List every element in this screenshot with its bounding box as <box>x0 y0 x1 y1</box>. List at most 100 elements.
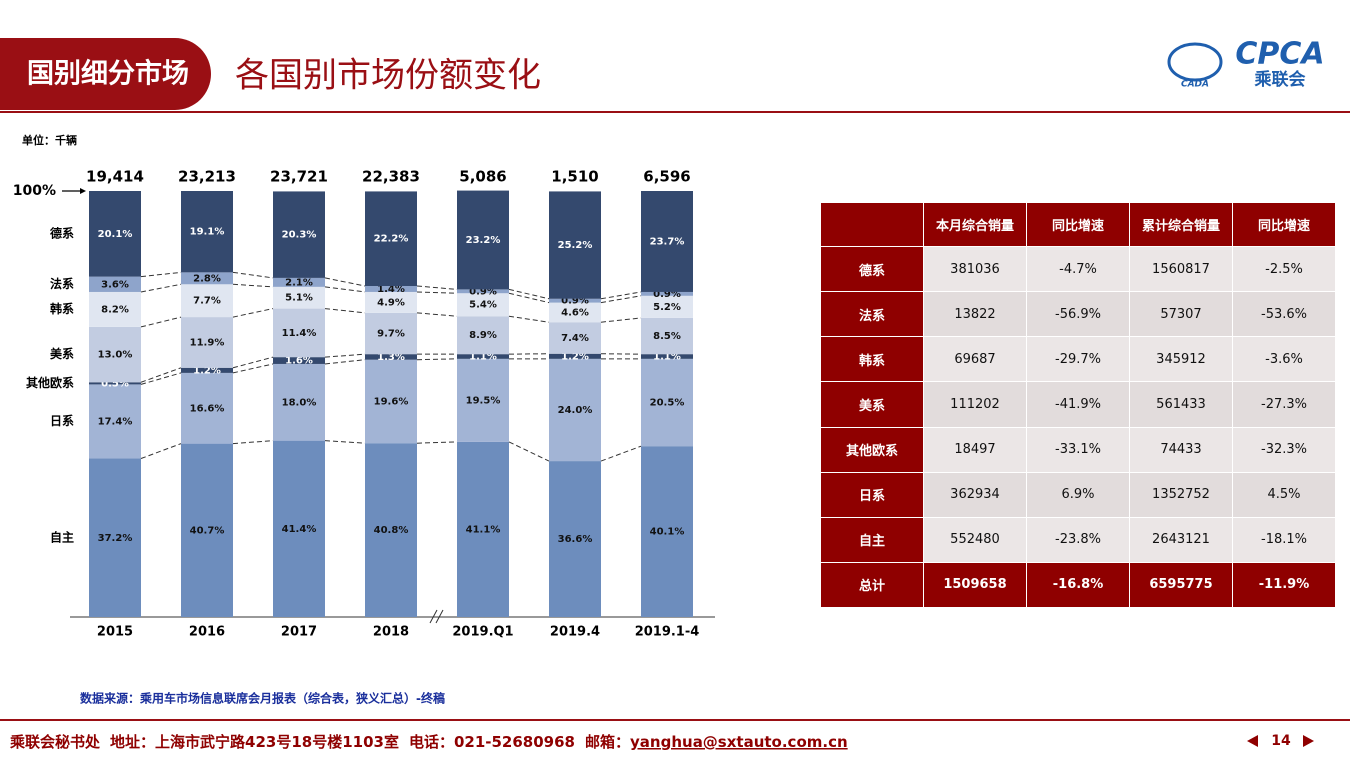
connector <box>600 295 642 304</box>
source-note: 数据来源：乘用车市场信息联席会月报表（综合表，狭义汇总）-终稿 <box>80 691 445 706</box>
segment-label: 19.6% <box>374 396 409 407</box>
footer-email-label: 邮箱： <box>585 733 630 751</box>
x-tick-label: 2017 <box>281 625 317 640</box>
unit-label: 单位：千辆 <box>22 133 77 147</box>
bar-segment <box>457 190 509 290</box>
connector <box>140 367 182 383</box>
row-header: 其他欧系 <box>820 426 924 473</box>
connector <box>140 443 182 459</box>
table-cell: 1560817 <box>1129 245 1233 293</box>
table-cell: 6595775 <box>1129 561 1233 609</box>
logo-sub: 乘联会 <box>1254 69 1306 90</box>
header-rule <box>0 111 1350 113</box>
row-header: 自主 <box>820 516 924 563</box>
connector <box>140 283 182 293</box>
table-row: 总计 1509658 -16.8% 6595775 -11.9% <box>820 561 1336 609</box>
segment-label: 1.3% <box>377 352 405 363</box>
footer-phone: 电话：021-52680968 <box>409 733 575 751</box>
segment-label: 20.3% <box>282 230 317 241</box>
x-tick-label: 2018 <box>373 625 409 640</box>
footer-rule <box>0 719 1350 721</box>
segment-label: 11.9% <box>190 337 225 348</box>
bar-segment <box>273 440 325 617</box>
series-label: 日系 <box>50 413 74 428</box>
segment-label: 2.8% <box>193 273 221 284</box>
next-arrow[interactable] <box>1303 735 1314 747</box>
connector <box>416 291 458 294</box>
connector <box>324 277 366 287</box>
bar-segment <box>89 384 141 459</box>
table-cell: -11.9% <box>1232 561 1336 609</box>
connector <box>140 316 182 328</box>
segment-label: 37.2% <box>98 533 133 544</box>
bar-segment <box>641 291 693 296</box>
connector <box>232 363 274 374</box>
table-cell: -18.1% <box>1232 516 1336 563</box>
bar-segment <box>273 191 325 278</box>
x-tick-label: 2015 <box>97 625 133 640</box>
section-title: 国别细分市场 <box>27 58 189 90</box>
table-cell: 381036 <box>923 245 1027 293</box>
bar-segment <box>457 289 509 294</box>
bar-segment <box>549 322 601 354</box>
table-cell: 1509658 <box>923 561 1027 609</box>
connector <box>600 445 642 462</box>
table-cell: 1352752 <box>1129 471 1233 518</box>
x-tick-label: 2019.1-4 <box>635 625 700 640</box>
connector <box>232 271 274 279</box>
total-label: 6,596 <box>643 168 690 186</box>
bar-segment <box>181 367 233 373</box>
bar-segment <box>365 291 417 313</box>
bar-segment <box>365 354 417 360</box>
segment-label: 11.4% <box>282 328 317 339</box>
bar-segment <box>365 312 417 355</box>
connector <box>232 356 274 369</box>
bar-segment <box>273 363 325 441</box>
series-label: 其他欧系 <box>26 375 74 390</box>
bar-segment <box>181 372 233 444</box>
total-label: 1,510 <box>551 168 598 186</box>
table-cell: 345912 <box>1129 336 1233 383</box>
connector <box>324 353 366 358</box>
connector <box>324 308 366 314</box>
bar-segment <box>89 191 141 277</box>
column-header: 同比增速 <box>1232 202 1336 247</box>
bar-segment <box>549 302 601 323</box>
bar-segment <box>273 286 325 309</box>
connector <box>416 285 458 290</box>
bar-segment <box>641 446 693 617</box>
connector <box>508 288 550 300</box>
segment-label: 1.2% <box>561 351 589 362</box>
column-header: 本月综合销量 <box>923 202 1027 247</box>
segment-label: 19.5% <box>466 395 501 406</box>
prev-arrow[interactable] <box>1247 735 1258 747</box>
bar-segment <box>457 358 509 442</box>
connector <box>140 372 182 385</box>
table-cell: -32.3% <box>1232 426 1336 473</box>
segment-label: 41.4% <box>282 524 317 535</box>
table-header: 本月综合销量 同比增速 累计综合销量 同比增速 <box>820 202 1336 247</box>
x-tick-label: 2016 <box>189 625 225 640</box>
bar-segment <box>549 461 601 617</box>
table-cell: 13822 <box>923 291 1027 338</box>
segment-label: 25.2% <box>558 240 593 251</box>
bar-segment <box>89 458 141 617</box>
table-cell: 552480 <box>923 516 1027 563</box>
segment-label: 0.5% <box>101 378 129 389</box>
axis-break <box>429 609 438 624</box>
table-row: 韩系 69687 -29.7% 345912 -3.6% <box>820 336 1336 383</box>
segment-label: 41.1% <box>466 524 501 535</box>
footer-email[interactable]: yanghua@sxtauto.com.cn <box>630 733 848 751</box>
x-tick-label: 2019.4 <box>550 625 600 640</box>
row-header: 法系 <box>820 291 924 338</box>
segment-label: 40.1% <box>650 527 685 538</box>
bar-segment <box>641 295 693 318</box>
connector <box>508 292 550 304</box>
bar-segment <box>181 284 233 318</box>
connector <box>232 440 274 445</box>
bar-segment <box>181 443 233 617</box>
connector <box>416 358 458 361</box>
connector <box>324 440 366 444</box>
bar-segment <box>365 359 417 444</box>
